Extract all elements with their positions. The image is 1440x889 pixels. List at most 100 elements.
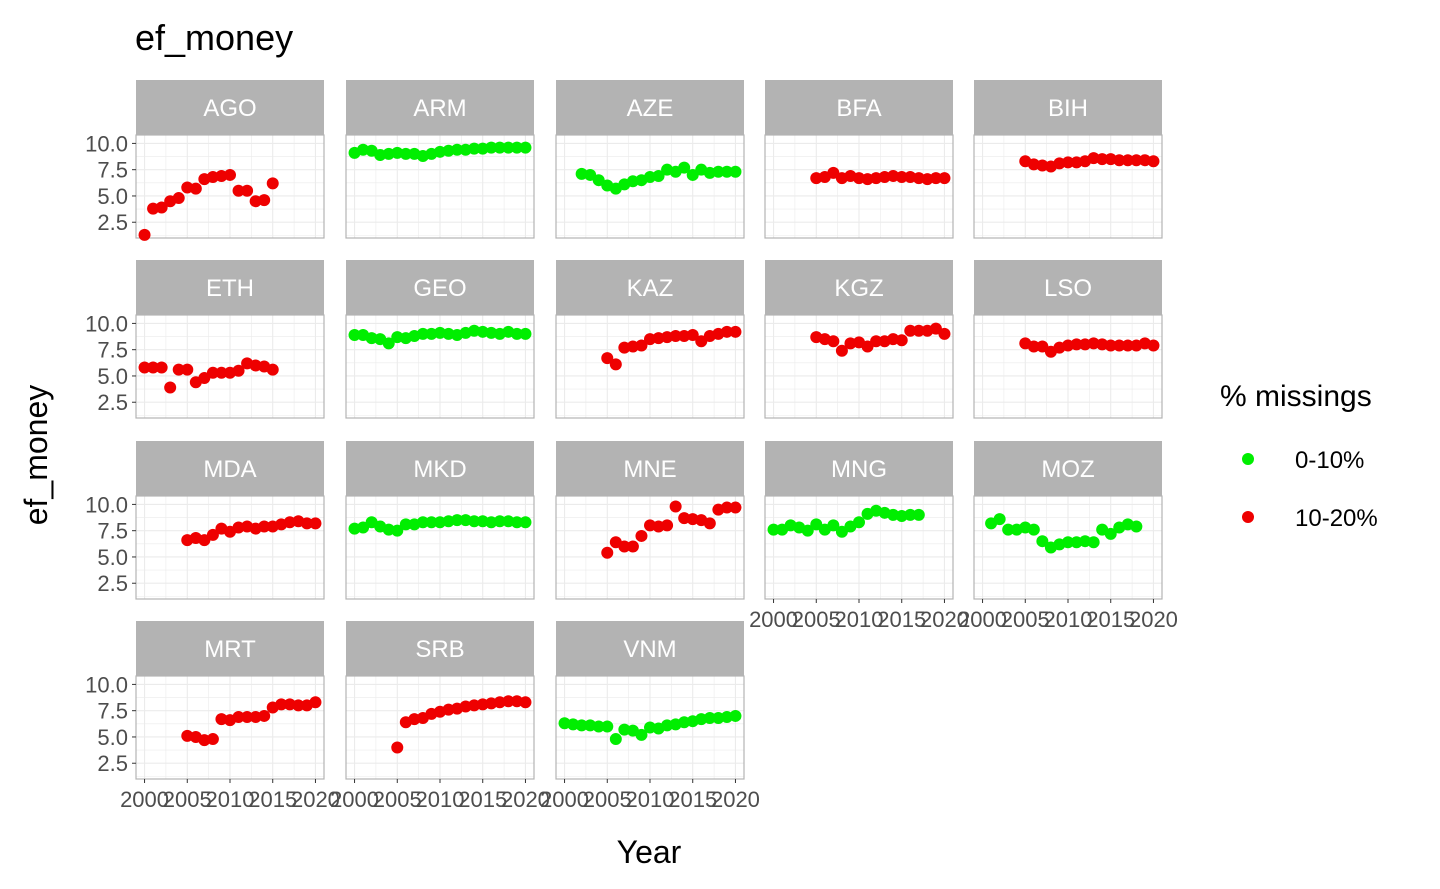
panel-border [135,314,325,419]
data-point [618,540,631,553]
y-tick-label: 5.0 [97,545,128,570]
data-point [1087,536,1100,549]
data-point [468,515,481,528]
data-point [895,171,908,184]
x-tick-label: 2020 [291,787,340,812]
x-tick-label: 2020 [920,607,969,632]
data-point [468,142,481,155]
facet-label: SRB [415,636,464,663]
legend-label: 0-10% [1295,447,1364,474]
x-tick-label: 2005 [583,787,632,812]
data-point [1062,536,1074,549]
facet-label: MKD [413,456,466,483]
data-point [138,228,151,241]
x-tick-label: 2010 [416,787,465,812]
data-point [729,325,742,338]
facet-label: MDA [203,456,256,483]
data-point [232,710,245,723]
data-point [1096,153,1109,166]
data-point [626,540,639,553]
data-point [309,696,322,709]
data-point [1147,339,1160,352]
data-point [266,363,279,376]
data-point [181,363,194,376]
data-point [258,709,271,722]
data-point [635,339,648,352]
facet-label: MRT [204,636,256,663]
panel-border [345,314,535,419]
x-tick-label: 2015 [458,787,507,812]
data-point [519,516,532,529]
panel-border [764,314,954,419]
legend-items: 0-10% 10-20% [1242,447,1378,532]
data-point [929,172,942,185]
x-tick-label: 2015 [877,607,926,632]
data-point [767,523,780,536]
data-point [609,733,622,746]
data-point [1113,154,1126,167]
data-point [601,352,614,365]
facet-strip [136,621,324,676]
y-tick-label: 7.5 [97,699,128,724]
panel-border [135,134,325,239]
panel-border [973,134,1163,239]
data-point [601,546,614,559]
data-point [1002,523,1015,536]
data-point [172,363,185,376]
panel-border [135,495,325,600]
data-point [258,520,271,533]
data-point [703,712,716,725]
data-point [601,720,614,733]
data-point [835,344,848,357]
y-tick-label: 7.5 [97,158,128,183]
facet-label: ETH [206,275,254,302]
data-point [224,168,236,181]
legend: % missings 0-10% 10-20% [1220,380,1378,532]
data-point [391,524,404,537]
data-point [493,141,506,154]
data-point [729,165,742,178]
facet-strip [346,621,534,676]
data-point [138,361,151,374]
x-axis-title: Year [617,834,682,870]
data-point [189,182,202,195]
data-point [416,516,429,529]
data-point [147,361,160,374]
data-point [510,327,523,340]
data-point [729,709,742,722]
data-point [1070,338,1083,351]
facet-label: VNM [623,636,676,663]
data-point [938,327,951,340]
data-point [703,517,716,530]
data-point [292,699,305,712]
x-tick-label: 2005 [373,787,422,812]
facet-strip [974,441,1162,496]
data-point [519,696,532,709]
panel-border [345,134,535,239]
x-tick-label: 2005 [163,787,212,812]
x-tick-label: 2010 [206,787,255,812]
data-point [206,528,219,541]
data-point [1147,155,1160,168]
y-axis-title: ef_money [18,385,54,526]
facet-strip [136,80,324,135]
data-point [669,330,682,343]
data-point [416,327,429,340]
facet-label: MNE [623,456,676,483]
facet-strip [765,260,953,315]
data-point [502,695,515,708]
data-point [399,147,412,160]
facet-strip [765,441,953,496]
data-point [309,517,322,530]
y-tick-label: 10.0 [85,672,128,697]
facet-label: ARM [413,95,466,122]
facet-strip [556,260,744,315]
panel-border [345,495,535,600]
data-point [895,334,908,347]
data-point [609,358,622,371]
